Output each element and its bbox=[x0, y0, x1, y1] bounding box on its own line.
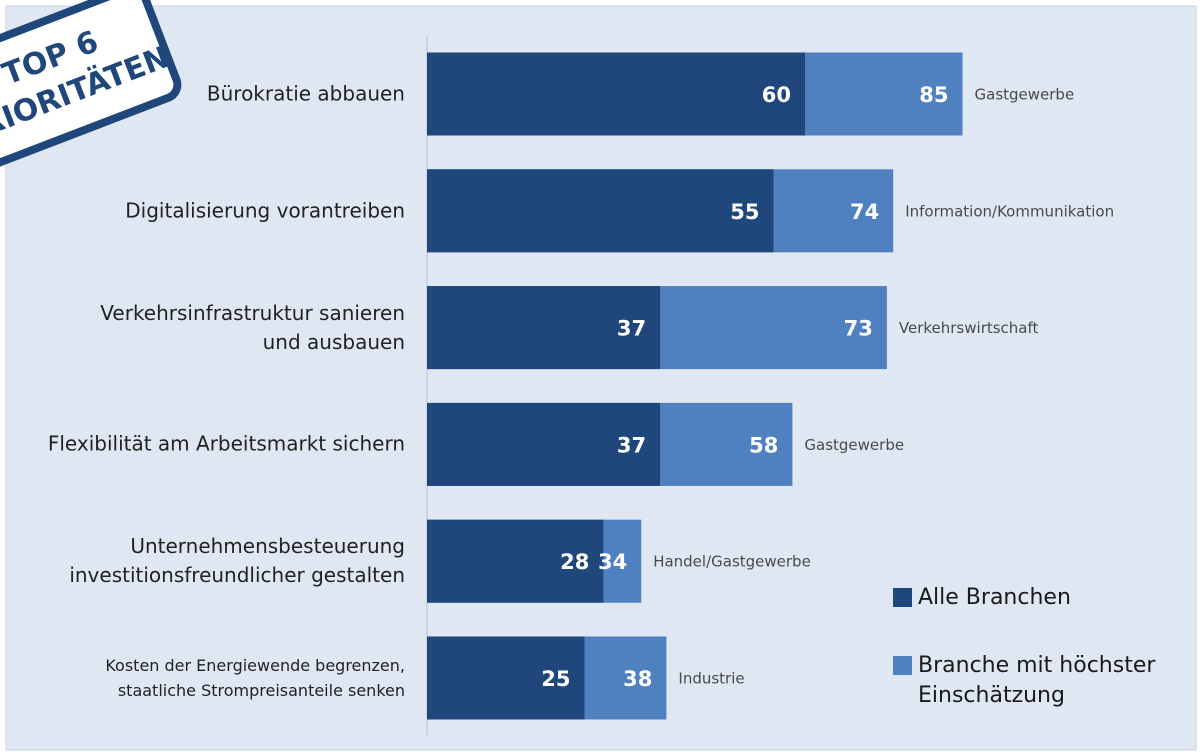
sector-label: Gastgewerbe bbox=[804, 436, 904, 454]
value-label: 73 bbox=[844, 317, 873, 341]
sector-label: Verkehrswirtschaft bbox=[899, 319, 1039, 337]
sector-label: Information/Kommunikation bbox=[905, 202, 1114, 220]
legend-label: Branche mit höchster Einschätzung bbox=[918, 653, 1156, 708]
bar bbox=[427, 636, 585, 720]
value-label: 58 bbox=[749, 433, 778, 457]
value-label: 28 bbox=[560, 550, 589, 574]
bar bbox=[427, 519, 604, 603]
category-label: Kosten der Energiewende begrenzen, staat… bbox=[105, 656, 405, 700]
category-label: Flexibilität am Arbeitsmarkt sichern bbox=[47, 431, 405, 456]
value-label: 55 bbox=[730, 200, 759, 224]
bar bbox=[427, 286, 661, 370]
value-label: 85 bbox=[919, 83, 948, 107]
value-label: 38 bbox=[623, 667, 652, 691]
legend-swatch bbox=[893, 588, 912, 607]
badge-frame bbox=[0, 0, 182, 172]
category-label: Verkehrsinfrastruktur sanieren und ausba… bbox=[100, 300, 405, 354]
value-label: 60 bbox=[762, 83, 791, 107]
bar bbox=[427, 169, 774, 253]
category-label: Bürokratie abbauen bbox=[206, 81, 405, 106]
sector-label: Handel/Gastgewerbe bbox=[653, 553, 811, 571]
value-label: 74 bbox=[850, 200, 879, 224]
category-label: Unternehmensbesteuerung investitionsfreu… bbox=[69, 534, 405, 588]
value-label: 37 bbox=[617, 433, 646, 457]
value-label: 34 bbox=[598, 550, 627, 574]
bar bbox=[427, 52, 805, 136]
legend-label: Alle Branchen bbox=[918, 585, 1071, 610]
sector-label: Gastgewerbe bbox=[975, 86, 1075, 104]
category-label: Digitalisierung vorantreiben bbox=[125, 198, 405, 223]
bar bbox=[427, 402, 661, 486]
value-label: 25 bbox=[541, 667, 570, 691]
value-label: 37 bbox=[617, 317, 646, 341]
legend-swatch bbox=[893, 656, 912, 675]
sector-label: Industrie bbox=[678, 670, 744, 688]
